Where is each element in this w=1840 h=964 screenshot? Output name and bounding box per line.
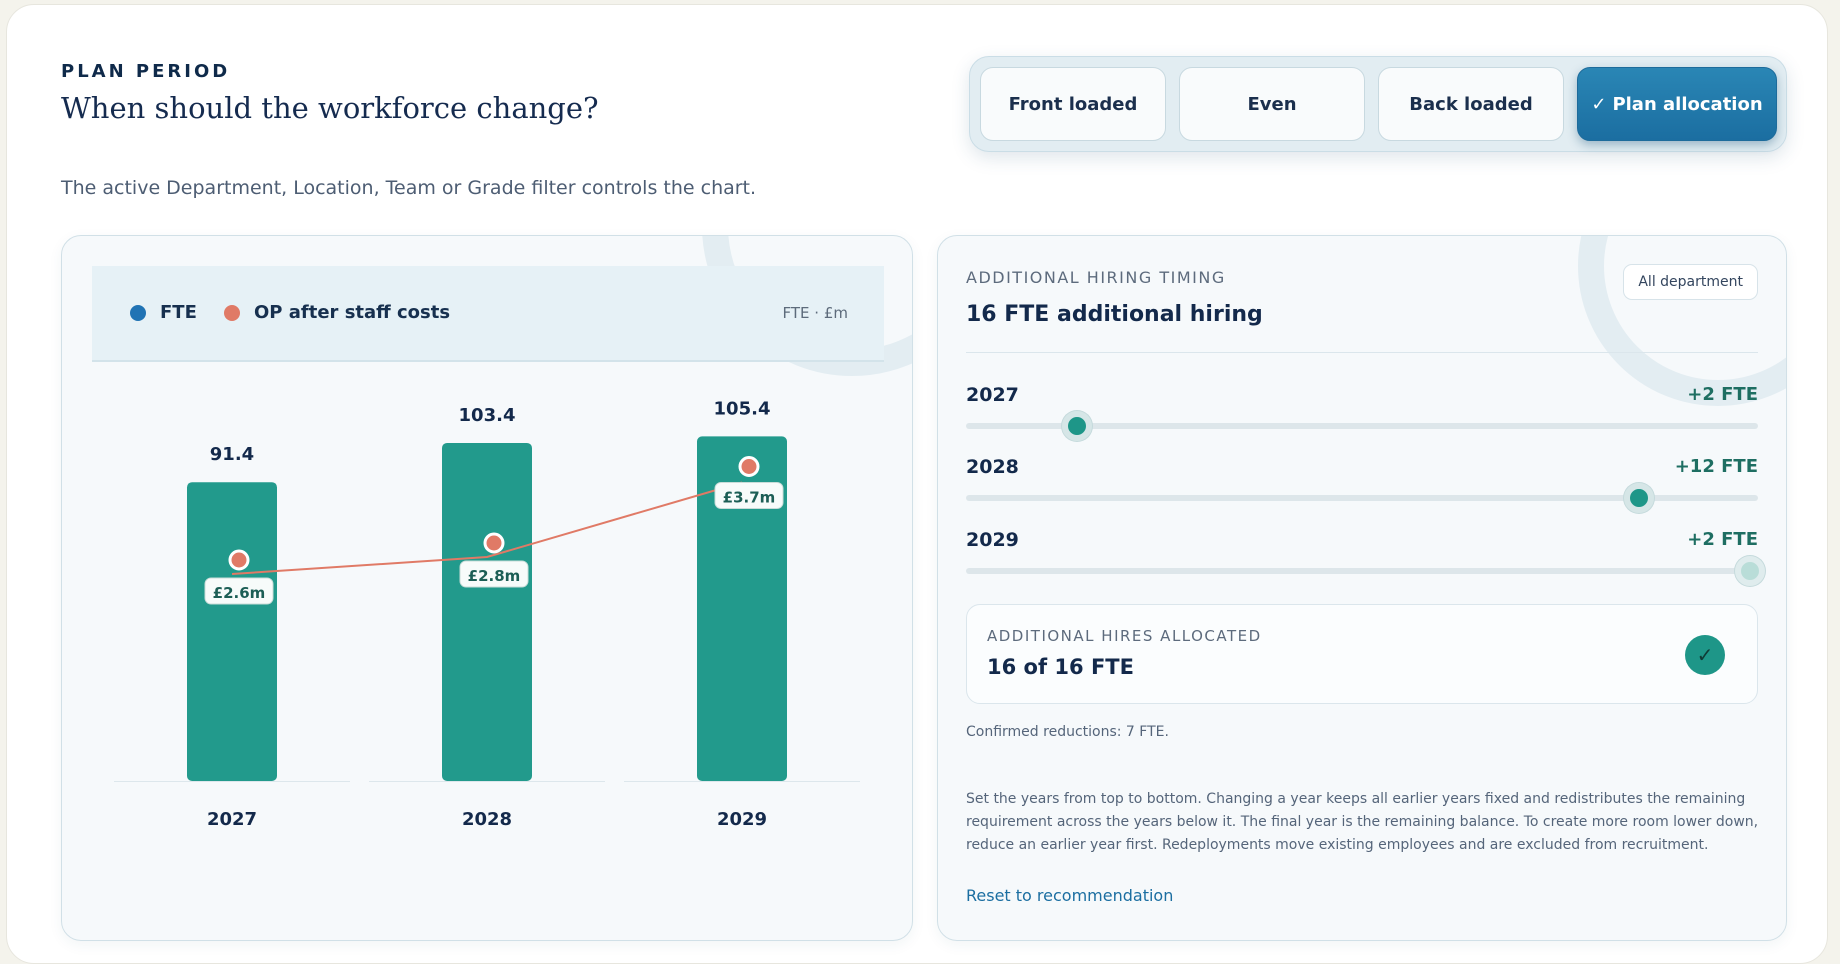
check-icon: ✓ bbox=[1591, 93, 1607, 115]
fte-op-chart: 91.4 2027 103.4 2028 105.4 2029 £2.6m £2.8m £3.7… bbox=[114, 398, 860, 830]
year-2029-value: +2 FTE bbox=[1687, 529, 1758, 550]
op-value-label: £2.6m bbox=[213, 584, 266, 602]
op-value-badge: £3.7m bbox=[714, 482, 784, 509]
department-chip[interactable]: All department bbox=[1623, 264, 1758, 300]
year-2028-label: 2028 bbox=[966, 456, 1019, 478]
op-badge-bg bbox=[204, 577, 274, 605]
year-2027-slider[interactable] bbox=[966, 411, 1758, 441]
op-point bbox=[228, 549, 250, 571]
op-point bbox=[738, 456, 760, 477]
fte-legend-dot bbox=[130, 304, 146, 321]
back-loaded-button[interactable]: Back loaded bbox=[1378, 67, 1564, 141]
section-eyebrow: PLAN PERIOD bbox=[61, 61, 231, 82]
op-value-label: £2.8m bbox=[468, 567, 521, 585]
allocated-eyebrow: ADDITIONAL HIRES ALLOCATED bbox=[987, 627, 1262, 645]
timing-eyebrow: ADDITIONAL HIRING TIMING bbox=[966, 268, 1226, 287]
year-2027-label: 2027 bbox=[966, 384, 1019, 406]
plan-allocation-button[interactable]: ✓ Plan allocation bbox=[1577, 67, 1777, 141]
op-badge-bg bbox=[459, 560, 529, 588]
allocated-summary: ADDITIONAL HIRES ALLOCATED 16 of 16 FTE … bbox=[966, 604, 1758, 704]
plan-allocation-label: Plan allocation bbox=[1612, 93, 1763, 115]
op-line bbox=[231, 481, 743, 575]
profile-toggle: Front loaded Even Back loaded ✓ Plan all… bbox=[969, 56, 1787, 152]
legend-fte-label: FTE bbox=[160, 302, 197, 323]
legend-op: OP after staff costs bbox=[224, 302, 450, 323]
op-value-badge: £2.6m bbox=[204, 577, 274, 605]
year-2029-label: 2029 bbox=[966, 529, 1019, 551]
hiring-timing-card: ADDITIONAL HIRING TIMING 16 FTE addition… bbox=[937, 235, 1787, 941]
legend-units: FTE · £m bbox=[782, 304, 848, 322]
year-2027-slider-handle[interactable] bbox=[1061, 411, 1092, 441]
fte-value-label: 91.4 bbox=[210, 444, 254, 465]
fte-value-label: 105.4 bbox=[714, 398, 771, 419]
decorative-ring bbox=[1578, 236, 1786, 406]
year-2029-slider-handle[interactable] bbox=[1735, 556, 1766, 586]
year-2028-slider[interactable] bbox=[966, 483, 1758, 513]
plan-period-panel: PLAN PERIOD When should the workforce ch… bbox=[6, 4, 1828, 964]
front-loaded-button[interactable]: Front loaded bbox=[980, 67, 1166, 141]
year-2028-slider-handle[interactable] bbox=[1624, 483, 1655, 513]
year-2027-value: +2 FTE bbox=[1687, 384, 1758, 405]
chart-card: FTE OP after staff costs FTE · £m 91.4 20… bbox=[61, 235, 913, 941]
chart-legend: FTE OP after staff costs FTE · £m bbox=[92, 266, 884, 362]
back-loaded-label: Back loaded bbox=[1409, 93, 1533, 115]
even-label: Even bbox=[1247, 93, 1297, 115]
op-value-badge: £2.8m bbox=[459, 560, 529, 588]
even-button[interactable]: Even bbox=[1179, 67, 1365, 141]
fte-value-label: 103.4 bbox=[459, 405, 516, 426]
op-point bbox=[483, 532, 505, 554]
year-2028-value: +12 FTE bbox=[1674, 456, 1758, 477]
page-title: When should the workforce change? bbox=[61, 91, 599, 125]
legend-fte: FTE bbox=[130, 302, 197, 323]
check-circle-icon: ✓ bbox=[1685, 635, 1725, 675]
op-badge-bg bbox=[714, 482, 784, 509]
fte-bar bbox=[442, 442, 532, 781]
op-legend-dot bbox=[224, 304, 240, 321]
confirmed-reductions: Confirmed reductions: 7 FTE. bbox=[966, 724, 1169, 740]
fte-bar bbox=[697, 436, 787, 781]
allocated-value: 16 of 16 FTE bbox=[987, 655, 1134, 679]
front-loaded-label: Front loaded bbox=[1008, 93, 1138, 115]
legend-op-label: OP after staff costs bbox=[254, 302, 451, 323]
year-2029-slider[interactable] bbox=[966, 556, 1766, 586]
category-label: 2028 bbox=[462, 809, 512, 830]
reset-link[interactable]: Reset to recommendation bbox=[966, 886, 1174, 905]
help-text: Set the years from top to bottom. Changi… bbox=[966, 791, 1759, 853]
category-label: 2029 bbox=[717, 809, 767, 830]
page-subtitle: The active Department, Location, Team or… bbox=[61, 177, 757, 199]
op-value-label: £3.7m bbox=[723, 489, 776, 507]
timing-title: 16 FTE additional hiring bbox=[966, 302, 1263, 327]
category-label: 2027 bbox=[207, 809, 257, 830]
divider bbox=[966, 352, 1758, 353]
fte-bar bbox=[187, 482, 277, 781]
